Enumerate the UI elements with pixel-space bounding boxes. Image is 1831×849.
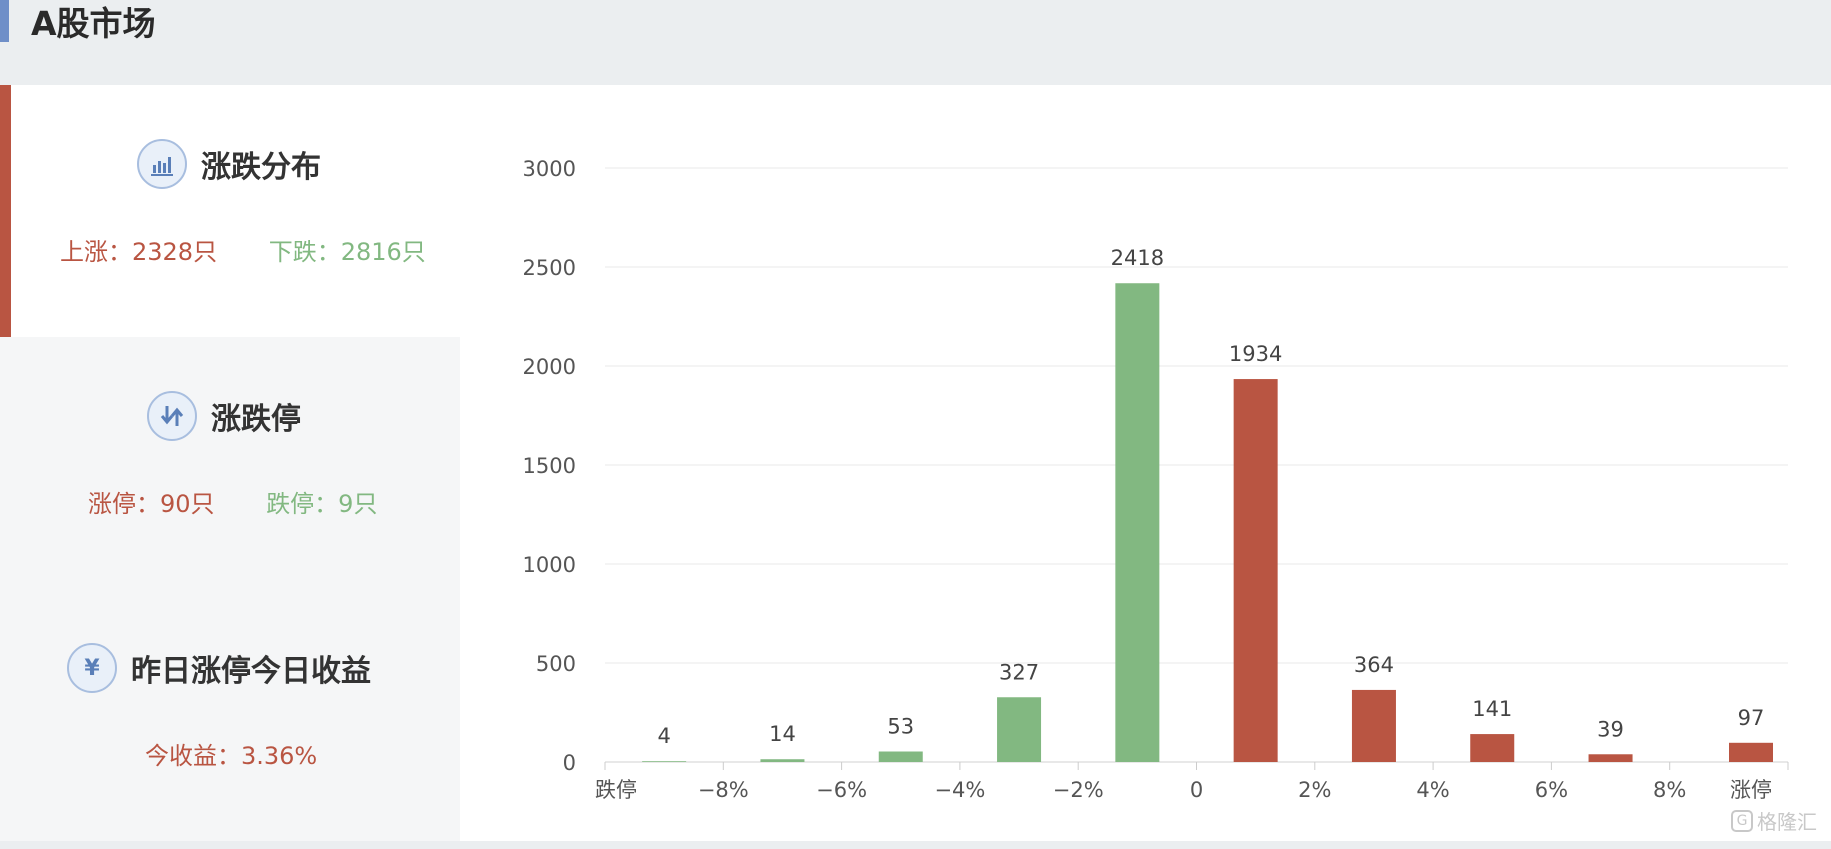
limit-up-count: 涨停：90只 [88,490,215,518]
watermark: G 格隆汇 [1731,806,1817,835]
bar-value-label: 364 [1354,653,1394,677]
page-header: A股市场 [0,0,1831,85]
bar-chart-icon [137,139,187,189]
x-tick-label: 跌停 [595,778,637,802]
y-tick-label: 1500 [523,454,576,478]
data-labels: 4 14 53 327 2418 1934 364 141 39 97 [657,246,1764,748]
card-header: ¥ 昨日涨停今日收益 [67,643,371,693]
x-tick-label: −4% [934,778,985,802]
bar-value-label: 327 [999,660,1039,684]
bars [642,283,1773,762]
y-tick-label: 2000 [523,355,576,379]
bar-value-label: 2418 [1111,246,1164,270]
x-tick-label: 8% [1653,778,1686,802]
fall-count: 下跌：2816只 [268,238,426,266]
watermark-text: 格隆汇 [1757,810,1817,834]
watermark-logo-icon: G [1731,809,1753,832]
card-rise-fall-distribution[interactable]: 涨跌分布 上涨：2328只 下跌：2816只 [0,85,460,337]
x-tick-label: −2% [1053,778,1104,802]
card-stats: 涨停：90只 跌停：9只 [88,484,377,519]
card-title: 昨日涨停今日收益 [131,654,371,689]
y-tick-label: 500 [536,652,576,676]
bar [997,697,1042,762]
card-limit-up-down[interactable]: 涨跌停 涨停：90只 跌停：9只 [0,337,460,589]
market-panel: 涨跌分布 上涨：2328只 下跌：2816只 涨跌停 涨停：90只 跌停：9只 [0,85,1831,841]
x-tick-label: 涨停 [1730,778,1772,802]
y-tick-label: 3000 [523,157,576,181]
active-card-indicator [0,85,11,337]
y-tick-label: 2500 [523,256,576,280]
bar [1729,742,1773,762]
bar-value-label: 1934 [1229,342,1282,366]
bar-value-label: 141 [1472,697,1512,721]
x-tick-label: 4% [1416,778,1449,802]
card-stats: 上涨：2328只 下跌：2816只 [60,232,426,267]
rise-count: 上涨：2328只 [60,238,218,266]
up-down-arrows-icon [147,391,197,441]
bar [1233,379,1278,762]
bar [642,761,687,762]
bar [1588,754,1633,762]
bar [1351,689,1396,762]
card-yesterday-limit-up-return[interactable]: ¥ 昨日涨停今日收益 今收益：3.36% [0,589,460,841]
y-tick-label: 1000 [523,553,576,577]
bar [1470,734,1515,762]
card-title: 涨跌停 [211,402,301,437]
header-accent-bar [0,0,9,42]
bar-value-label: 4 [657,724,670,748]
page-title: A股市场 [31,4,156,43]
bar-value-label: 39 [1597,717,1624,741]
bar [760,759,805,762]
bar [1115,283,1160,762]
x-tick-label: 6% [1535,778,1568,802]
distribution-bar-chart: 0 500 1000 1500 2000 2500 3000 跌停 −8% −6% −4% −2% 0… [523,157,1789,802]
card-header: 涨跌分布 [137,139,321,189]
x-tick-label: 2% [1298,778,1331,802]
grid-lines [605,167,1788,763]
today-return: 今收益：3.36% [145,742,318,770]
y-axis: 0 500 1000 1500 2000 2500 3000 [523,157,576,775]
yuan-icon: ¥ [67,643,117,693]
x-tick-label: 0 [1190,778,1203,802]
card-title: 涨跌分布 [201,150,321,185]
limit-down-count: 跌停：9只 [266,490,378,518]
left-sidebar: 涨跌分布 上涨：2328只 下跌：2816只 涨跌停 涨停：90只 跌停：9只 [0,85,460,841]
x-tick-label: −6% [816,778,867,802]
bar-value-label: 14 [769,722,796,746]
card-stats: 今收益：3.36% [145,736,317,771]
bar [878,751,923,762]
card-header: 涨跌停 [147,391,301,441]
bar-value-label: 97 [1738,706,1765,730]
y-tick-label: 0 [563,751,576,775]
x-axis: 跌停 −8% −6% −4% −2% 0 2% 4% 6% 8% 涨停 [595,762,1789,802]
x-tick-label: −8% [698,778,749,802]
bar-value-label: 53 [887,715,914,739]
